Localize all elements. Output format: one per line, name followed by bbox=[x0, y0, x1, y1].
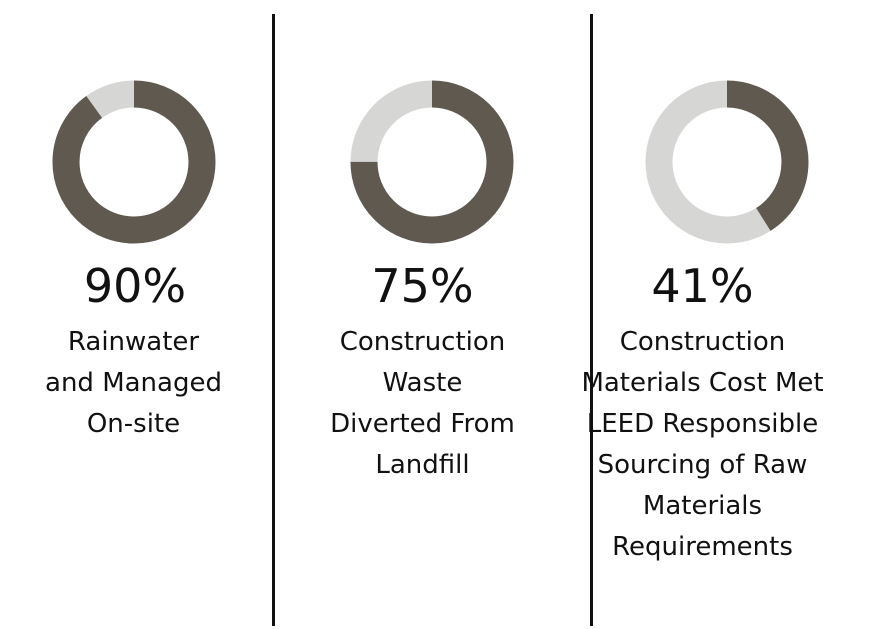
label-line: Materials Cost Met bbox=[581, 368, 824, 398]
label-line: Diverted From bbox=[330, 409, 515, 439]
donut-filled-segment bbox=[350, 80, 514, 244]
label-line: On-site bbox=[86, 409, 181, 439]
label-line: Sourcing of Raw bbox=[597, 450, 808, 480]
label-line: Landfill bbox=[375, 450, 470, 480]
stat-label-rainwater: Rainwater and Managed On-site bbox=[0, 322, 267, 445]
stat-label-materials-cost: Construction Materials Cost Met LEED Res… bbox=[553, 322, 852, 568]
percent-value-materials-cost: 41% bbox=[651, 259, 754, 313]
label-line: Materials bbox=[642, 491, 763, 521]
column-divider-2 bbox=[590, 14, 593, 626]
label-line: Waste bbox=[382, 368, 463, 398]
donut-filled-segment bbox=[645, 80, 809, 244]
donut-chart-rainwater bbox=[52, 80, 216, 244]
label-line: Construction bbox=[619, 327, 786, 357]
donut-chart-construction-waste bbox=[350, 80, 514, 244]
percent-value-rainwater: 90% bbox=[83, 259, 187, 313]
column-divider-1 bbox=[272, 14, 275, 626]
label-line: Construction bbox=[339, 327, 506, 357]
label-line: and Managed bbox=[45, 368, 222, 398]
label-line: LEED Responsible bbox=[586, 409, 819, 439]
stat-label-construction-waste: Construction Waste Diverted From Landfil… bbox=[265, 322, 580, 486]
percent-value-construction-waste: 75% bbox=[371, 259, 474, 313]
label-line: Requirements bbox=[612, 532, 793, 562]
label-line: Rainwater bbox=[67, 327, 200, 357]
donut-chart-materials-cost bbox=[645, 80, 809, 244]
donut-filled-segment bbox=[52, 80, 216, 244]
